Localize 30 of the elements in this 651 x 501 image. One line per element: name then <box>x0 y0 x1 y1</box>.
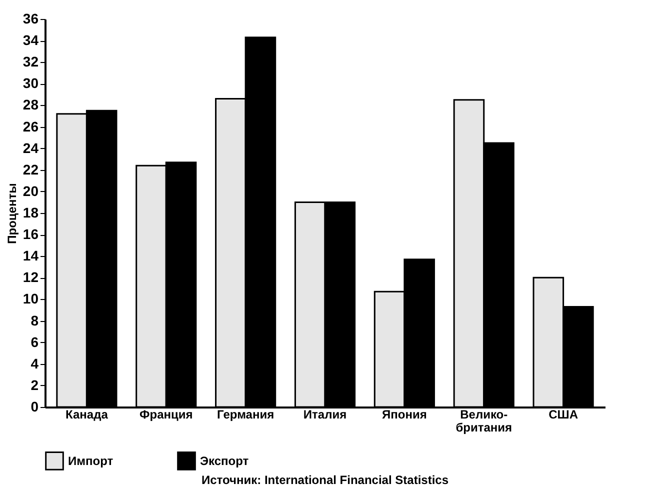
y-tick-label: 32 <box>22 54 39 70</box>
y-tick-label: 12 <box>22 269 39 286</box>
y-tick-label: 24 <box>22 140 39 156</box>
x-tick-label: Франция <box>140 408 193 422</box>
legend-label: Экспорт <box>200 454 249 468</box>
y-tick-label: 20 <box>22 182 39 199</box>
x-tick-label: Канада <box>66 408 108 422</box>
legend-label: Импорт <box>68 454 114 468</box>
y-tick-label: 30 <box>22 75 39 92</box>
y-tick-label: 18 <box>22 204 39 220</box>
y-tick-label: 14 <box>22 248 39 264</box>
y-tick-label: 8 <box>30 312 39 328</box>
text: Источник: International Financial Statistics <box>201 473 449 487</box>
y-tick-label: 16 <box>22 226 39 242</box>
y-axis-title: Проценты <box>4 183 19 244</box>
x-tick-label: США <box>548 408 578 422</box>
y-tick-label: 36 <box>22 10 39 26</box>
y-tick-label: 4 <box>30 355 39 372</box>
y-tick-label: 2 <box>30 376 39 393</box>
x-tick-label: Велико- британия <box>456 408 512 434</box>
y-tick-label: 0 <box>30 398 39 414</box>
y-tick-label: 6 <box>30 334 39 350</box>
y-tick-label: 26 <box>22 118 39 134</box>
x-tick-label: Япония <box>382 408 427 422</box>
y-tick-label: 22 <box>22 161 39 178</box>
x-tick-label: Германия <box>217 408 274 422</box>
y-tick-label: 28 <box>22 96 39 113</box>
y-tick-label: 10 <box>22 290 39 307</box>
y-tick-label: 34 <box>22 32 39 48</box>
x-tick-label: Италия <box>303 408 347 422</box>
